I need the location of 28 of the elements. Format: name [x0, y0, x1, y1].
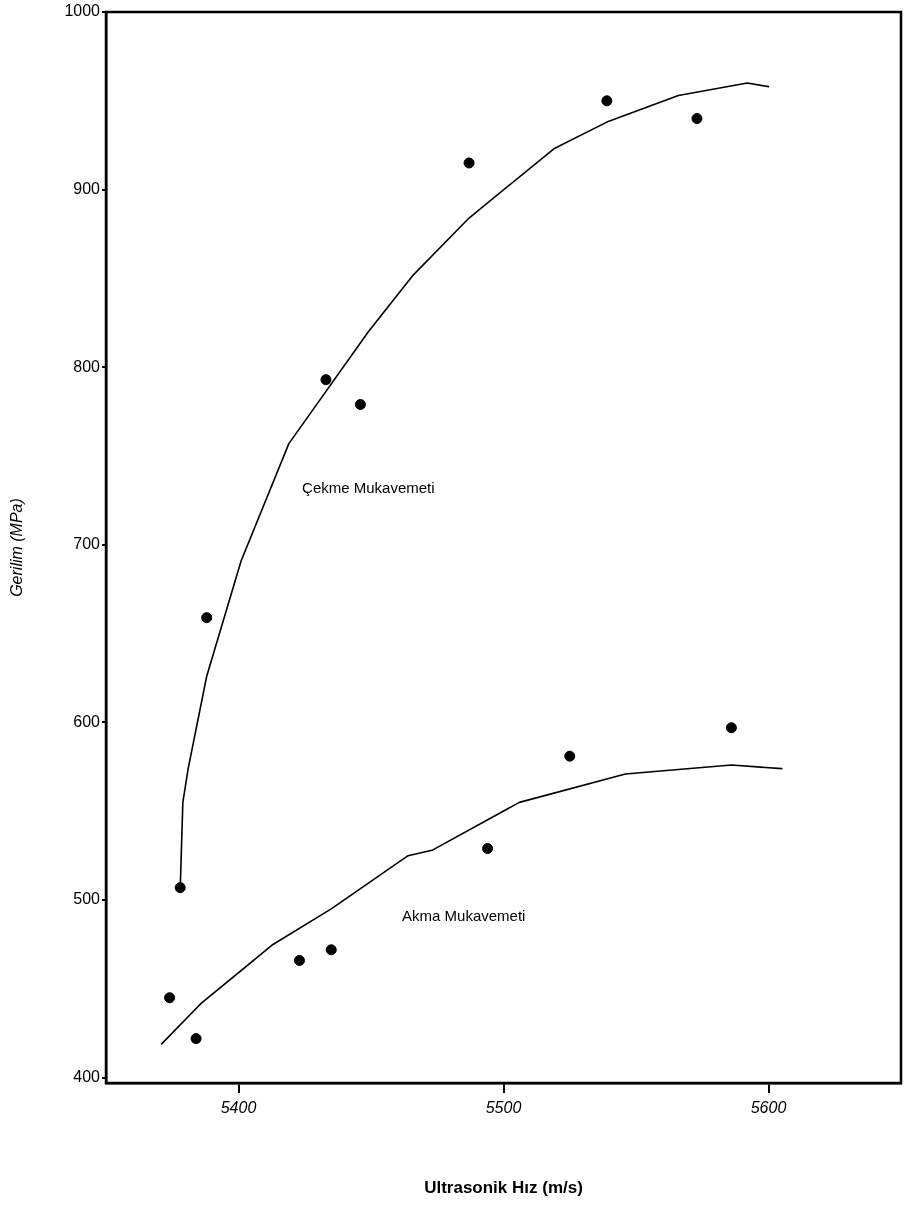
- point: [201, 612, 213, 624]
- y-tick-label: 700: [73, 535, 101, 553]
- y-tick-label: 800: [73, 357, 101, 375]
- point: [691, 113, 703, 125]
- point: [601, 95, 613, 107]
- point: [174, 882, 186, 894]
- point: [325, 944, 337, 956]
- point: [463, 157, 475, 169]
- y-tick-label: 900: [73, 180, 101, 198]
- annotation: Çekme Mukavemeti: [302, 478, 435, 496]
- y-tick-label: 1000: [64, 2, 101, 20]
- point: [482, 843, 494, 855]
- x-tick-label: 5600: [750, 1099, 787, 1117]
- y-axis-title: Gerilim (MPa): [8, 498, 26, 597]
- point: [725, 722, 737, 734]
- point: [354, 399, 366, 411]
- y-tick-label: 400: [73, 1068, 101, 1086]
- x-axis-title: Ultrasonik Hız (m/s): [424, 1178, 583, 1198]
- point: [564, 750, 576, 762]
- y-tick-label: 600: [73, 712, 101, 730]
- point: [293, 954, 305, 966]
- annotation: Akma Mukavemeti: [402, 907, 526, 925]
- y-tick-label: 500: [73, 890, 101, 908]
- point: [320, 374, 332, 386]
- x-tick-label: 5500: [485, 1099, 522, 1117]
- point: [190, 1033, 202, 1045]
- x-tick-label: 5400: [220, 1099, 257, 1117]
- point: [164, 992, 176, 1004]
